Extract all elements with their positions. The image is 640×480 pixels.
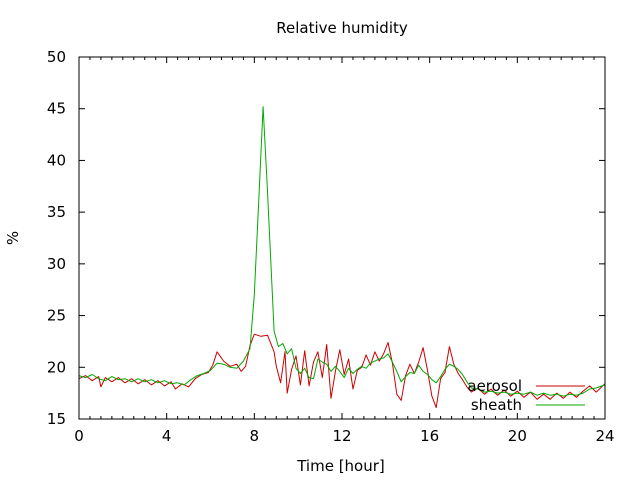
y-tick-label: 45	[47, 100, 66, 118]
y-tick-label: 15	[47, 410, 66, 428]
x-tick-label: 0	[74, 427, 84, 445]
y-axis-label: %	[4, 231, 22, 245]
legend-label-sheath: sheath	[471, 396, 522, 414]
y-tick-label: 20	[47, 358, 66, 376]
series-line-sheath	[78, 106, 606, 397]
x-tick-label: 12	[332, 427, 351, 445]
axis-ticks: 0 4 8 12 16 20 24 15 20 25 30 35 40 45 50	[47, 48, 615, 445]
x-tick-label: 24	[595, 427, 614, 445]
y-tick-label: 40	[47, 151, 66, 169]
x-tick-label: 20	[508, 427, 527, 445]
chart-title: Relative humidity	[276, 19, 408, 37]
y-tick-label: 35	[47, 203, 66, 221]
legend-label-aerosol: aerosol	[467, 377, 522, 395]
series-line-aerosol	[78, 333, 606, 409]
y-tick-label: 50	[47, 48, 66, 66]
x-axis-label: Time [hour]	[296, 457, 385, 475]
x-tick-label: 16	[420, 427, 439, 445]
x-tick-label: 4	[162, 427, 172, 445]
x-tick-label: 8	[250, 427, 260, 445]
y-tick-label: 30	[47, 255, 66, 273]
plot-area	[78, 106, 606, 409]
y-tick-label: 25	[47, 307, 66, 325]
